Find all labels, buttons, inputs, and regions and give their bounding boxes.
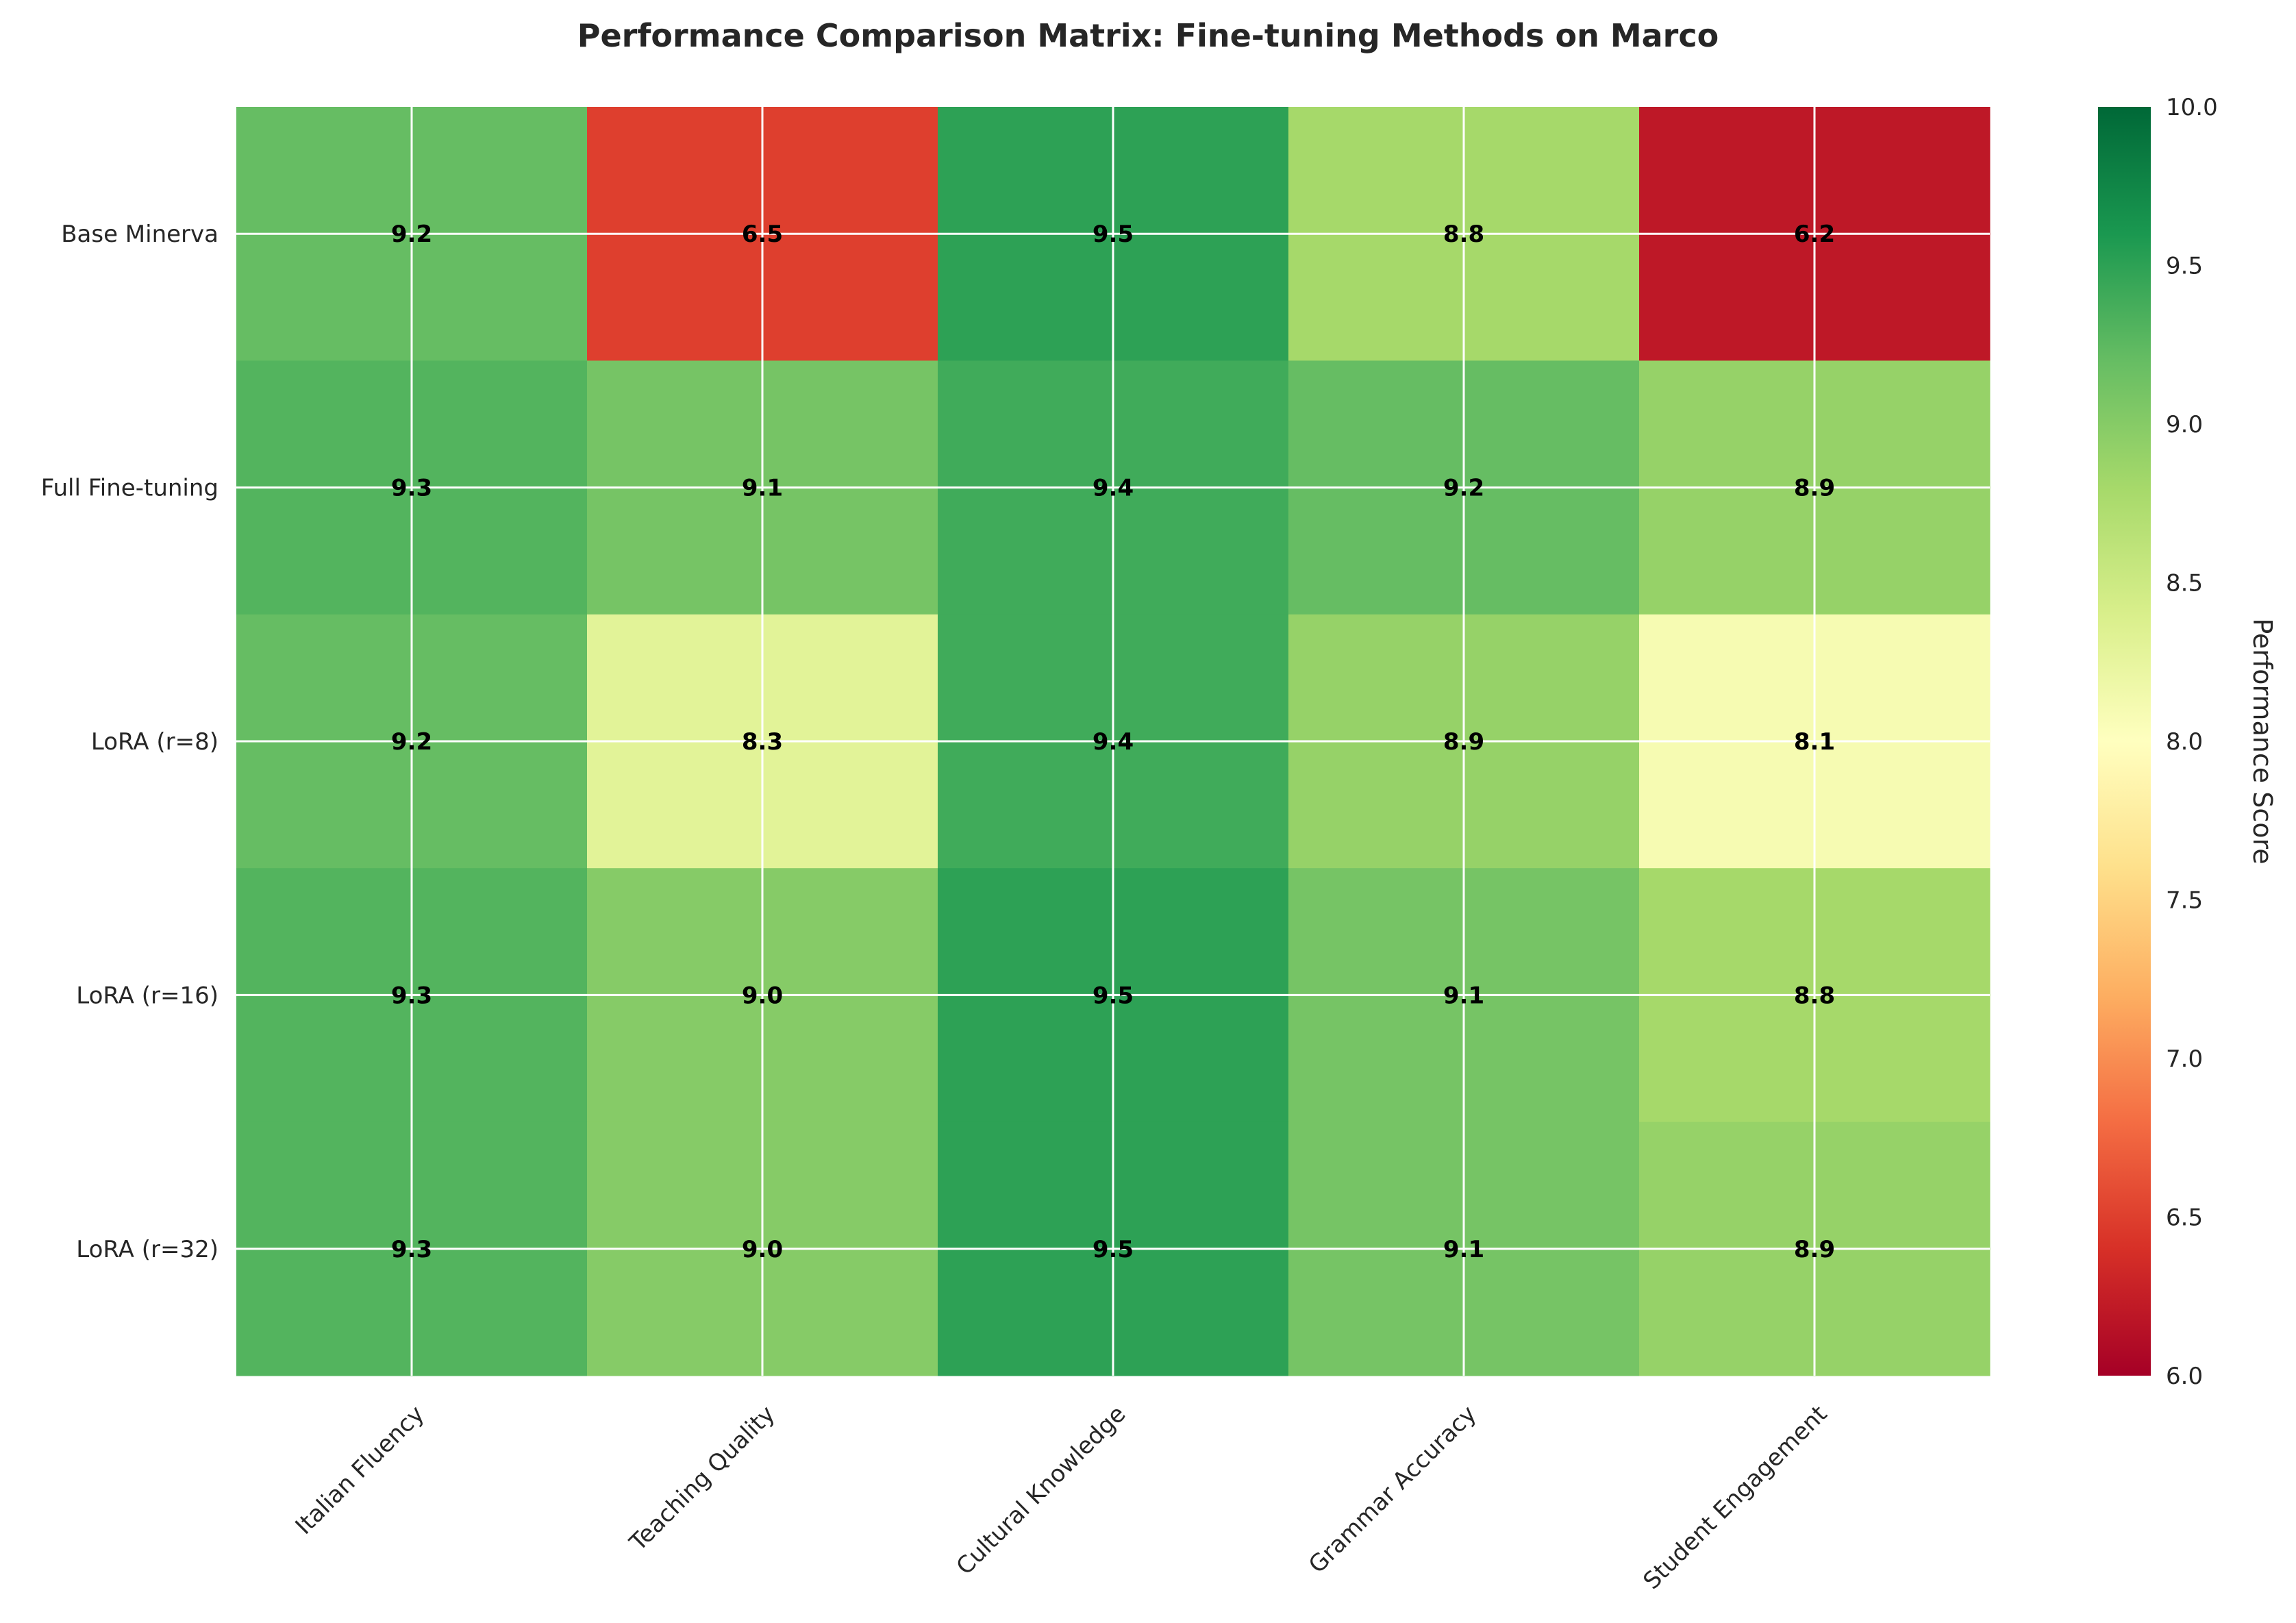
cell-value-label: 8.9 — [1794, 475, 1835, 502]
cell-value-label: 9.4 — [1093, 475, 1134, 502]
cell-value-label: 9.2 — [391, 221, 432, 248]
colorbar-tick-label: 7.5 — [2166, 887, 2203, 915]
cell-value-label: 9.3 — [391, 982, 432, 1009]
column-tick-label: Italian Fluency — [290, 1400, 430, 1540]
column-tick-label: Cultural Knowledge — [951, 1400, 1132, 1581]
cell-value-label: 8.8 — [1443, 221, 1484, 248]
cell-value-label: 9.5 — [1093, 1236, 1134, 1263]
cell-value-label: 9.3 — [391, 475, 432, 502]
cell-value-label: 8.3 — [742, 728, 783, 756]
colorbar-tick-label: 7.0 — [2166, 1045, 2203, 1073]
row-tick-labels: Base Minerva Full Fine-tuning LoRA (r=8) Lo… — [41, 221, 219, 1263]
cell-value-label: 9.4 — [1093, 728, 1134, 756]
cell-value-label: 9.5 — [1093, 221, 1134, 248]
colorbar-tick-label: 9.0 — [2166, 411, 2203, 438]
heatmap-grid — [236, 107, 1990, 1376]
cell-value-label: 6.5 — [742, 221, 783, 248]
colorbar-tick-label: 8.0 — [2166, 728, 2203, 756]
cell-value-label: 9.1 — [1443, 1236, 1484, 1263]
colorbar-gradient — [2098, 107, 2151, 1376]
column-tick-labels: Italian Fluency Teaching Quality Cultural … — [290, 1400, 1833, 1595]
cell-value-label: 9.3 — [391, 1236, 432, 1263]
colorbar-ticks: 6.0 6.5 7.0 7.5 8.0 8.5 9.0 9.5 10.0 — [2166, 94, 2218, 1390]
heatmap-value-labels: 9.2 6.5 9.5 8.8 6.2 9.3 9.1 9.4 9.2 8.9 9.2 8.3 9.4 8… — [391, 221, 1835, 1263]
column-tick-label: Student Engagement — [1638, 1400, 1832, 1595]
row-tick-label: Full Fine-tuning — [41, 475, 219, 502]
colorbar-label: Performance Score — [2247, 618, 2278, 864]
cell-value-label: 9.0 — [742, 1236, 783, 1263]
column-tick-label: Grammar Accuracy — [1303, 1400, 1482, 1578]
colorbar-tick-label: 9.5 — [2166, 253, 2203, 280]
cell-value-label: 9.0 — [742, 982, 783, 1009]
cell-value-label: 6.2 — [1794, 221, 1835, 248]
row-tick-label: LoRA (r=32) — [76, 1236, 219, 1263]
chart-title: Performance Comparison Matrix: Fine-tuni… — [577, 17, 1719, 54]
row-tick-label: LoRA (r=8) — [91, 728, 219, 756]
cell-value-label: 8.8 — [1794, 982, 1835, 1009]
cell-value-label: 9.2 — [1443, 475, 1484, 502]
cell-value-label: 8.9 — [1443, 728, 1484, 756]
cell-value-label: 8.9 — [1794, 1236, 1835, 1263]
cell-value-label: 9.2 — [391, 728, 432, 756]
row-tick-label: LoRA (r=16) — [76, 982, 219, 1009]
colorbar: 6.0 6.5 7.0 7.5 8.0 8.5 9.0 9.5 10.0 Performance… — [2098, 94, 2278, 1390]
colorbar-tick-label: 6.5 — [2166, 1204, 2203, 1232]
cell-value-label: 9.1 — [742, 475, 783, 502]
colorbar-tick-label: 8.5 — [2166, 570, 2203, 597]
colorbar-tick-label: 10.0 — [2166, 94, 2218, 121]
row-tick-label: Base Minerva — [61, 221, 219, 248]
cell-value-label: 9.1 — [1443, 982, 1484, 1009]
column-tick-label: Teaching Quality — [624, 1400, 780, 1557]
cell-value-label: 9.5 — [1093, 982, 1134, 1009]
cell-value-label: 8.1 — [1794, 728, 1835, 756]
colorbar-tick-label: 6.0 — [2166, 1363, 2203, 1390]
